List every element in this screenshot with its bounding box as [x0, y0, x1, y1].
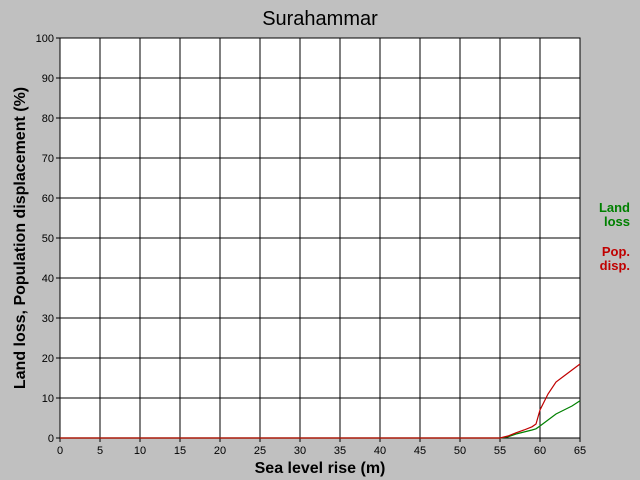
x-tick-label: 65: [574, 445, 586, 457]
y-tick-label: 100: [36, 33, 54, 45]
x-tick-label: 40: [374, 445, 386, 457]
y-tick-label: 90: [42, 73, 54, 85]
chart-title: Surahammar: [262, 8, 378, 30]
x-tick-label: 45: [414, 445, 426, 457]
x-tick-label: 25: [254, 445, 266, 457]
series-line: [60, 363, 581, 439]
x-axis-label: Sea level rise (m): [255, 460, 386, 477]
y-axis-label: Land loss, Population displacement (%): [12, 87, 29, 389]
y-tick-label: 40: [42, 273, 54, 285]
x-tick-label: 10: [134, 445, 146, 457]
x-tick-label: 55: [494, 445, 506, 457]
legend-entry: Land loss: [598, 200, 630, 229]
y-tick-label: 70: [42, 153, 54, 165]
x-tick-label: 35: [334, 445, 346, 457]
y-tick-label: 80: [42, 113, 54, 125]
y-tick-label: 60: [42, 193, 54, 205]
y-tick-label: 30: [42, 313, 54, 325]
x-tick-label: 20: [214, 445, 226, 457]
x-tick-label: 0: [57, 445, 63, 457]
legend-entry: Pop. disp.: [599, 244, 630, 273]
series-line: [60, 400, 581, 439]
x-tick-label: 50: [454, 445, 466, 457]
y-tick-label: 50: [42, 233, 54, 245]
x-tick-label: 60: [534, 445, 546, 457]
x-tick-label: 15: [174, 445, 186, 457]
y-tick-label: 10: [42, 393, 54, 405]
y-tick-label: 0: [48, 433, 54, 445]
x-tick-label: 30: [294, 445, 306, 457]
x-tick-label: 5: [97, 445, 103, 457]
y-tick-label: 20: [42, 353, 54, 365]
